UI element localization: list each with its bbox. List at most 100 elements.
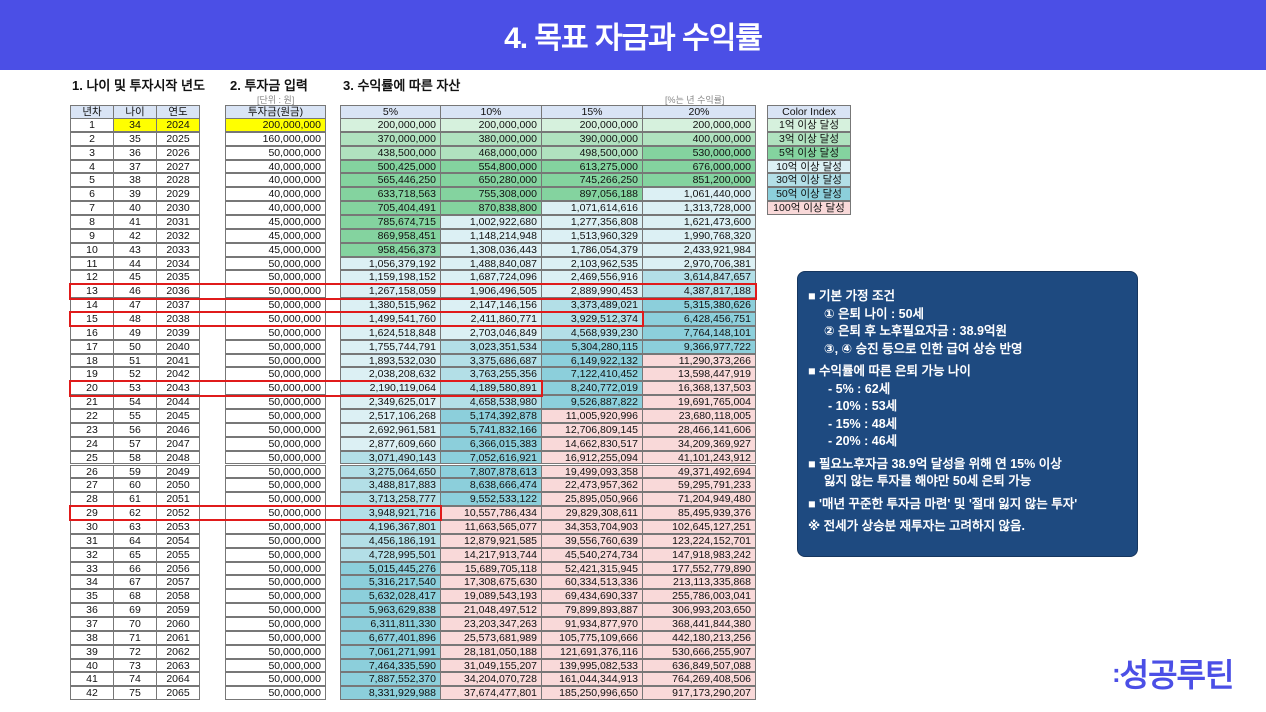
cell-asset-15pct: 11,005,920,996: [541, 409, 643, 423]
cell-age: 56: [113, 422, 157, 437]
retire-age-item: - 10% : 53세: [828, 399, 898, 413]
cell-calendar-year: 2048: [156, 450, 200, 465]
retire-age-item: - 20% : 46세: [828, 434, 898, 448]
cell-asset-10pct: 3,023,351,534: [440, 339, 542, 354]
cell-principal: 50,000,000: [225, 256, 326, 271]
cell-asset-5pct: 2,190,119,064: [340, 381, 441, 396]
cell-calendar-year: 2044: [156, 395, 200, 410]
cell-age: 41: [113, 215, 157, 229]
cell-asset-15pct: 1,513,960,329: [541, 228, 643, 243]
cell-principal: 40,000,000: [225, 187, 326, 202]
cell-age: 58: [113, 450, 157, 465]
column-header-year: 년차: [70, 105, 114, 119]
color-index-item: 100억 이상 달성: [767, 201, 851, 216]
cell-asset-10pct: 2,147,146,156: [440, 298, 542, 313]
cell-age: 35: [113, 131, 157, 146]
cell-asset-20pct: 676,000,000: [642, 159, 756, 174]
cell-asset-5pct: 3,713,258,777: [340, 492, 441, 507]
cell-asset-20pct: 9,366,977,722: [642, 339, 756, 354]
cell-calendar-year: 2042: [156, 367, 200, 382]
cell-asset-20pct: 5,315,380,626: [642, 298, 756, 313]
cell-asset-15pct: 1,786,054,379: [541, 242, 643, 257]
cell-asset-20pct: 255,786,003,041: [642, 589, 756, 604]
cell-asset-5pct: 2,038,208,632: [340, 367, 441, 382]
cell-calendar-year: 2057: [156, 575, 200, 590]
key-message: ■ '매년 꾸준한 투자금 마련' 및 '절대 잃지 않는 투자': [808, 496, 1078, 511]
cell-calendar-year: 2065: [156, 686, 200, 701]
cell-asset-5pct: 5,015,445,276: [340, 561, 441, 576]
cell-asset-5pct: 4,196,367,801: [340, 519, 441, 534]
cell-age: 55: [113, 409, 157, 423]
cell-age: 47: [113, 298, 157, 313]
cell-year: 14: [70, 298, 114, 313]
cell-year: 2: [70, 131, 114, 146]
cell-calendar-year: 2062: [156, 644, 200, 659]
cell-asset-20pct: 59,295,791,233: [642, 478, 756, 493]
cell-asset-10pct: 1,308,036,443: [440, 242, 542, 257]
cell-asset-10pct: 17,308,675,630: [440, 575, 542, 590]
cell-age: 63: [113, 519, 157, 534]
cell-asset-10pct: 28,181,050,188: [440, 644, 542, 659]
cell-asset-10pct: 200,000,000: [440, 118, 542, 132]
conclusion-line: 잃지 않는 투자를 해야만 50세 은퇴 가능: [824, 474, 1032, 488]
column-header-calendar-year: 연도: [156, 105, 200, 119]
cell-asset-20pct: 123,224,152,701: [642, 533, 756, 548]
column-header-principal: 투자금(원금): [225, 105, 326, 119]
cell-age: 65: [113, 547, 157, 562]
cell-asset-20pct: 85,495,939,376: [642, 506, 756, 520]
column-header-asset-20pct: 20%: [642, 105, 756, 119]
cell-age: 43: [113, 242, 157, 257]
cell-asset-20pct: 2,970,706,381: [642, 256, 756, 271]
cell-asset-10pct: 2,703,046,849: [440, 325, 542, 340]
cell-year: 38: [70, 630, 114, 645]
cell-age: 74: [113, 672, 157, 687]
cell-asset-10pct: 1,488,840,087: [440, 256, 542, 271]
cell-year: 30: [70, 519, 114, 534]
cell-year: 35: [70, 589, 114, 604]
retire-age-title: ■ 수익률에 따른 은퇴 가능 나이: [808, 364, 971, 378]
cell-calendar-year: 2026: [156, 145, 200, 160]
cell-age: 53: [113, 381, 157, 396]
cell-principal: 50,000,000: [225, 450, 326, 465]
cell-principal: 50,000,000: [225, 353, 326, 368]
cell-asset-5pct: 2,877,609,660: [340, 436, 441, 451]
assumption-item: ③, ④ 승진 등으로 인한 급여 상승 반영: [824, 341, 1023, 356]
assumptions-title: ■ 기본 가정 조건: [808, 289, 895, 303]
cell-asset-20pct: 23,680,118,005: [642, 409, 756, 423]
assumption-item: ① 은퇴 나이 : 50세: [824, 306, 925, 321]
cell-age: 48: [113, 312, 157, 326]
cell-age: 38: [113, 173, 157, 188]
cell-asset-20pct: 530,666,255,907: [642, 644, 756, 659]
cell-principal: 50,000,000: [225, 367, 326, 382]
cell-principal: 50,000,000: [225, 533, 326, 548]
cell-asset-15pct: 39,556,760,639: [541, 533, 643, 548]
cell-year: 37: [70, 616, 114, 631]
cell-asset-15pct: 29,829,308,611: [541, 506, 643, 520]
cell-principal: 50,000,000: [225, 312, 326, 326]
cell-age: 71: [113, 630, 157, 645]
cell-asset-20pct: 764,269,408,506: [642, 672, 756, 687]
cell-principal: 50,000,000: [225, 478, 326, 493]
cell-calendar-year: 2047: [156, 436, 200, 451]
cell-asset-5pct: 4,456,186,191: [340, 533, 441, 548]
cell-principal: 45,000,000: [225, 228, 326, 243]
cell-asset-20pct: 2,433,921,984: [642, 242, 756, 257]
cell-asset-15pct: 498,500,000: [541, 145, 643, 160]
cell-principal: 50,000,000: [225, 395, 326, 410]
cell-age: 68: [113, 589, 157, 604]
cell-asset-15pct: 8,240,772,019: [541, 381, 643, 396]
cell-year: 26: [70, 464, 114, 479]
cell-year: 22: [70, 409, 114, 423]
cell-asset-15pct: 7,122,410,452: [541, 367, 643, 382]
cell-principal: 50,000,000: [225, 616, 326, 631]
cell-principal: 50,000,000: [225, 339, 326, 354]
section-title-age: 1. 나이 및 투자시작 년도: [72, 78, 205, 93]
cell-age: 36: [113, 145, 157, 160]
cell-principal: 160,000,000: [225, 131, 326, 146]
cell-asset-10pct: 1,002,922,680: [440, 215, 542, 229]
cell-asset-5pct: 7,887,552,370: [340, 672, 441, 687]
cell-age: 52: [113, 367, 157, 382]
cell-year: 41: [70, 672, 114, 687]
cell-year: 27: [70, 478, 114, 493]
cell-year: 3: [70, 145, 114, 160]
